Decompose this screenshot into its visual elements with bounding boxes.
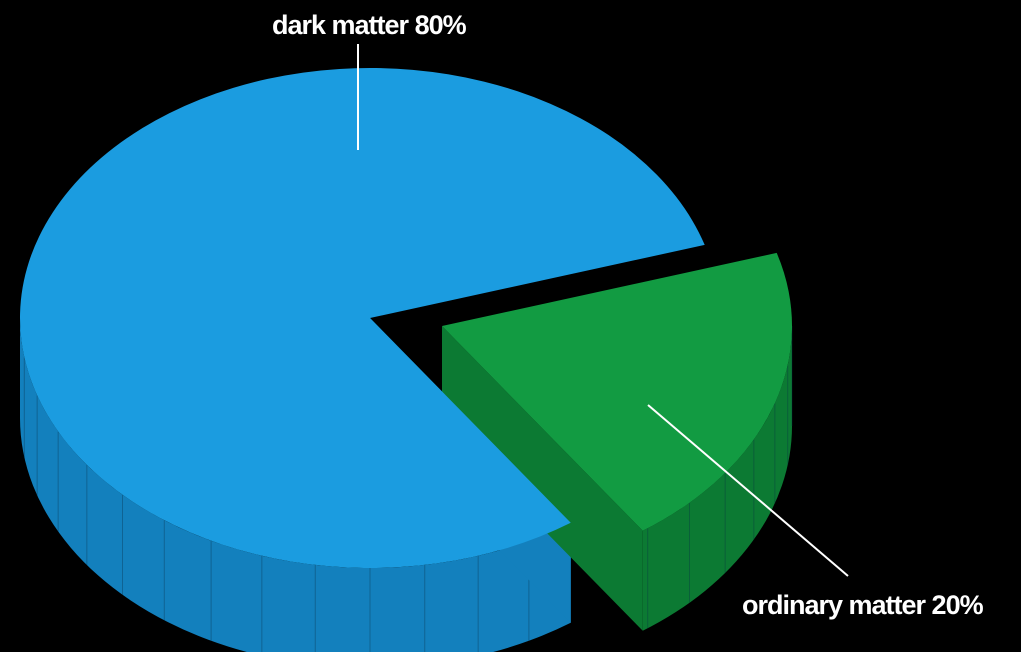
leader-line-ordinary-matter <box>647 404 849 577</box>
slice-ordinary-matter-side <box>642 326 792 631</box>
slice-label-dark-matter: dark matter 80% <box>272 10 467 40</box>
slice-ordinary-matter-body <box>442 326 793 631</box>
slice-ordinary-matter-top <box>442 252 792 531</box>
pie-tops <box>20 68 792 569</box>
slice-ordinary-matter-cut-face <box>442 326 643 631</box>
slice-dark-matter-side <box>20 318 571 652</box>
pie-leader-lines <box>357 44 849 577</box>
pie-labels: dark matter 80% ordinary matter 20% <box>272 10 985 620</box>
slice-label-ordinary-matter: ordinary matter 20% <box>742 590 984 620</box>
slice-dark-matter-top <box>20 68 705 569</box>
